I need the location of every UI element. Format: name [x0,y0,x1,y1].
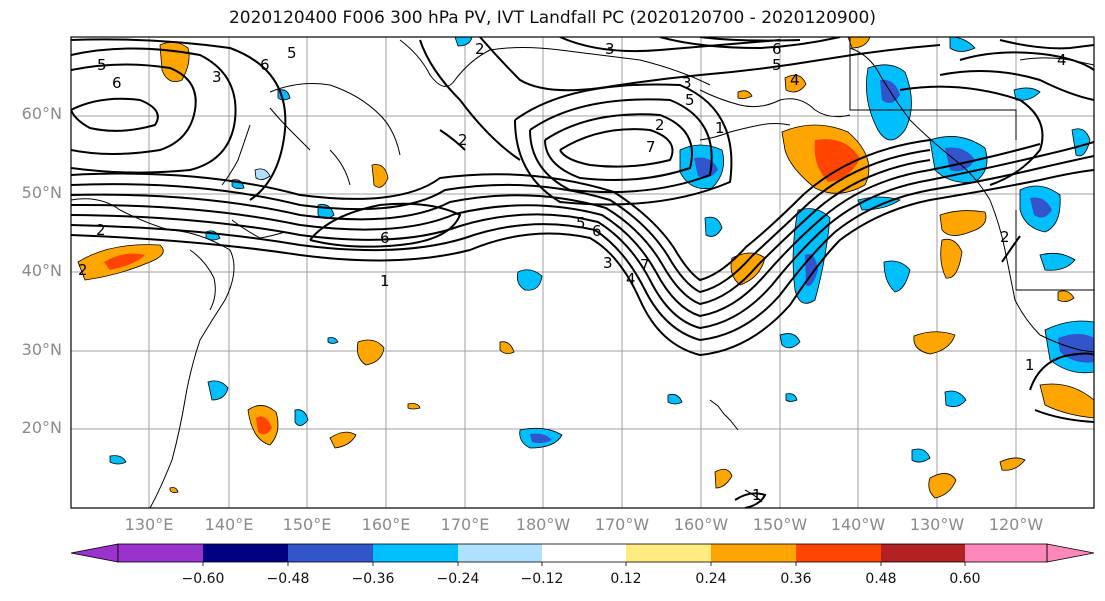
map-title: 2020120400 F006 300 hPa PV, IVT Landfall… [228,8,876,28]
colorbar-segment [373,544,458,562]
pv-label: 6 [380,229,390,247]
pv-label: 5 [576,214,586,232]
colorbar-tick-label: −0.24 [436,571,480,587]
lon-label: 180°W [515,515,571,534]
colorbar [70,543,1095,566]
pv-label: 2 [655,116,665,134]
colorbar-tick-label: 0.48 [865,571,897,587]
pv-label: 1 [715,119,725,137]
lon-label: 130°W [909,515,965,534]
colorbar-tick-label: −0.60 [181,571,225,587]
pv-label: 2 [96,221,106,239]
colorbar-outline [117,543,1048,563]
pv-label: 5 [772,56,782,74]
pv-contour-labels: 5 6 3 2 6 5 2 3 3 5 2 7 1 2 6 6 4 5 1 7 … [78,40,1067,504]
pv-label: 2 [1000,228,1010,246]
colorbar-segment [796,544,881,562]
map-frame [70,36,1095,509]
lon-label: 120°W [988,515,1044,534]
colorbar-tick-label: −0.48 [266,571,310,587]
colorbar-segment [626,544,711,562]
pv-label: 6 [592,222,602,240]
lon-label: 150°W [752,515,808,534]
pv-label: 6 [112,74,122,92]
gridlines [71,37,1094,508]
pv-label: 2 [78,261,88,279]
pv-label: 6 [772,40,782,58]
pv-label: 1 [1025,356,1035,374]
colorbar-tick-label: 0.12 [610,571,642,587]
colorbar-segment [542,544,626,562]
pv-label: 2 [475,40,485,58]
colorbar-segment [203,544,288,562]
pv-label: 2 [458,131,468,149]
pv-label: 5 [287,44,297,62]
pv-label: 1 [752,486,762,504]
pv-label: 5 [97,56,107,74]
colorbar-tick-label: 0.24 [695,571,727,587]
colorbar-segment [118,544,203,562]
pv-label: 3 [212,68,222,86]
lon-label: 160°W [673,515,729,534]
pv-label: 7 [646,138,656,156]
colorbar-segment [965,544,1047,562]
pv-label: 4 [626,270,636,288]
colorbar-tick-label: −0.36 [351,571,395,587]
colorbar-tick-label: 0.36 [780,571,812,587]
pv-contours [71,37,1094,508]
coastlines [71,37,1094,508]
map-plot-area: 5 6 3 2 6 5 2 3 3 5 2 7 1 2 6 6 4 5 1 7 … [71,37,1094,508]
lat-label: 50°N [21,183,62,202]
lon-label: 140°E [204,515,254,534]
lat-label: 60°N [21,104,62,123]
lon-label: 140°W [830,515,886,534]
colorbar-segment [881,544,965,562]
colorbar-segment [458,544,542,562]
lon-label: 150°E [282,515,332,534]
pv-label: 1 [380,272,390,290]
lon-label: 130°E [124,515,174,534]
lon-label: 170°W [594,515,650,534]
pv-label: 5 [685,91,695,109]
lat-label: 20°N [21,418,62,437]
pv-label: 3 [682,74,692,92]
colorbar-extend-low [70,543,119,563]
lat-label: 30°N [21,340,62,359]
lon-label: 160°E [361,515,411,534]
lat-label: 40°N [21,261,62,280]
colorbar-tick-label: 0.60 [949,571,981,587]
pv-label: 6 [260,56,270,74]
colorbar-tick-label: −0.12 [520,571,564,587]
pv-label: 7 [640,256,650,274]
pv-label: 3 [603,254,613,272]
lon-label: 170°E [440,515,490,534]
pv-label: 3 [605,40,615,58]
pv-label: 4 [1057,51,1067,69]
colorbar-segment [288,544,373,562]
colorbar-extend-high [1046,543,1095,563]
colorbar-segment [711,544,796,562]
pv-label: 4 [790,71,800,89]
